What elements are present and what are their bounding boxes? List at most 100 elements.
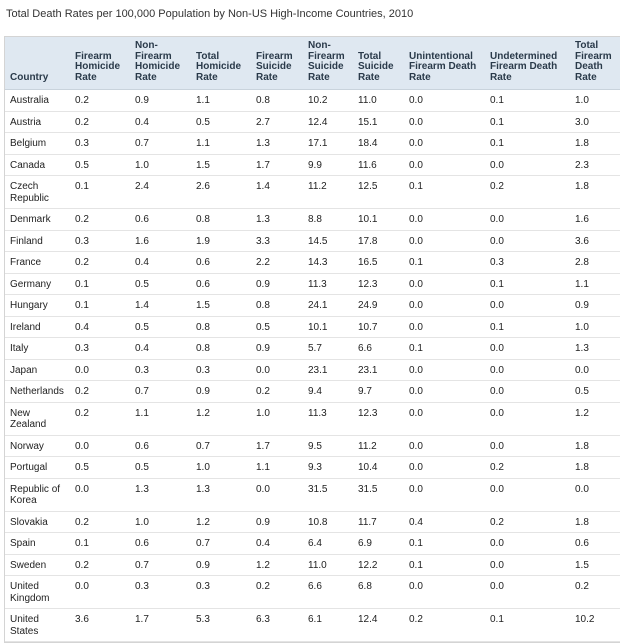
rate-cell: 0.0 [485, 380, 570, 403]
column-header: Country [5, 37, 70, 90]
rate-cell: 0.0 [404, 208, 485, 231]
header-row: Country Firearm Homicide Rate Non-Firearm … [5, 37, 620, 90]
rate-cell: 1.1 [191, 132, 251, 155]
rate-cell: 2.2 [251, 251, 303, 274]
rate-cell: 0.0 [70, 575, 130, 609]
rate-cell: 0.9 [130, 89, 191, 112]
rate-cell: 0.0 [485, 554, 570, 576]
rate-cell: 0.1 [70, 175, 130, 209]
rate-cell: 1.1 [191, 89, 251, 112]
rate-cell: 0.2 [485, 456, 570, 479]
rate-cell: 0.0 [404, 456, 485, 479]
rate-cell: 0.0 [485, 230, 570, 252]
rate-cell: 1.2 [570, 402, 620, 436]
rate-cell: 10.1 [303, 316, 353, 338]
rate-cell: 1.5 [191, 154, 251, 176]
rate-cell: 0.2 [70, 380, 130, 403]
rate-cell: 11.3 [303, 402, 353, 436]
table-row: Denmark 0.2 0.6 0.8 1.3 8.8 10.1 0.0 0.0 1.6 [5, 208, 620, 231]
table-row: Hungary 0.1 1.4 1.5 0.8 24.1 24.9 0.0 0.0 0.9 [5, 294, 620, 317]
rate-cell: 0.0 [404, 111, 485, 133]
country-cell: United Kingdom [5, 575, 70, 609]
rate-cell: 12.3 [353, 273, 404, 295]
rate-cell: 0.0 [485, 435, 570, 457]
country-cell: Netherlands [5, 380, 70, 403]
rate-cell: 9.7 [353, 380, 404, 403]
rate-cell: 0.3 [70, 132, 130, 155]
rate-cell: 0.2 [70, 208, 130, 231]
rate-cell: 0.8 [191, 337, 251, 360]
rate-cell: 0.0 [404, 359, 485, 381]
rate-cell: 1.2 [251, 554, 303, 576]
rate-cell: 0.3 [70, 230, 130, 252]
rate-cell: 1.1 [130, 402, 191, 436]
rate-cell: 0.1 [485, 132, 570, 155]
rate-cell: 14.5 [303, 230, 353, 252]
rate-cell: 0.8 [191, 208, 251, 231]
rate-cell: 3.6 [570, 230, 620, 252]
rate-cell: 24.1 [303, 294, 353, 317]
table-row: Sweden 0.2 0.7 0.9 1.2 11.0 12.2 0.1 0.0 1.5 [5, 554, 620, 576]
rate-cell: 0.2 [70, 511, 130, 533]
rate-cell: 1.8 [570, 175, 620, 209]
rate-cell: 0.0 [70, 435, 130, 457]
country-cell: France [5, 251, 70, 274]
rate-cell: 3.0 [570, 111, 620, 133]
rate-cell: 2.7 [251, 111, 303, 133]
rate-cell: 0.6 [191, 251, 251, 274]
rate-cell: 0.4 [70, 316, 130, 338]
rate-cell: 0.1 [485, 273, 570, 295]
rate-cell: 0.9 [251, 337, 303, 360]
country-cell: New Zealand [5, 402, 70, 436]
table-row: Spain 0.1 0.6 0.7 0.4 6.4 6.9 0.1 0.0 0.6 [5, 532, 620, 555]
rate-cell: 18.4 [353, 132, 404, 155]
rate-cell: 0.8 [251, 294, 303, 317]
rate-cell: 0.5 [70, 154, 130, 176]
rate-cell: 10.4 [353, 456, 404, 479]
rate-cell: 1.0 [570, 316, 620, 338]
rate-cell: 2.3 [570, 154, 620, 176]
table-row: Slovakia 0.2 1.0 1.2 0.9 10.8 11.7 0.4 0.2 1.8 [5, 511, 620, 533]
rate-cell: 8.8 [303, 208, 353, 231]
country-cell: Denmark [5, 208, 70, 231]
rate-cell: 1.2 [191, 511, 251, 533]
rate-cell: 14.3 [303, 251, 353, 274]
rate-cell: 0.2 [251, 380, 303, 403]
rate-cell: 0.0 [485, 154, 570, 176]
rate-cell: 0.0 [485, 359, 570, 381]
rate-cell: 0.1 [404, 554, 485, 576]
rate-cell: 0.3 [130, 359, 191, 381]
rate-cell: 0.0 [570, 478, 620, 512]
table-title: Total Death Rates per 100,000 Population… [6, 8, 414, 20]
rate-cell: 24.9 [353, 294, 404, 317]
country-cell: Republic of Korea [5, 478, 70, 512]
table-row: Australia 0.2 0.9 1.1 0.8 10.2 11.0 0.0 0.1 1.0 [5, 89, 620, 112]
rate-cell: 1.3 [251, 132, 303, 155]
rate-cell: 1.4 [130, 294, 191, 317]
table-row: Finland 0.3 1.6 1.9 3.3 14.5 17.8 0.0 0.0 3.6 [5, 230, 620, 252]
rate-cell: 10.7 [353, 316, 404, 338]
rate-cell: 0.0 [404, 132, 485, 155]
rate-cell: 5.3 [191, 608, 251, 642]
rate-cell: 1.3 [251, 208, 303, 231]
table-row: United Kingdom 0.0 0.3 0.3 0.2 6.6 6.8 0.0 0.0 0.… [5, 575, 620, 609]
table-row: Republic of Korea 0.0 1.3 1.3 0.0 31.5 31.5 0.0… [5, 478, 620, 512]
rate-cell: 0.2 [485, 511, 570, 533]
rate-cell: 0.1 [485, 316, 570, 338]
rate-cell: 10.1 [353, 208, 404, 231]
table-row: Norway 0.0 0.6 0.7 1.7 9.5 11.2 0.0 0.0 1.8 [5, 435, 620, 457]
rate-cell: 12.3 [353, 402, 404, 436]
rate-cell: 0.0 [70, 478, 130, 512]
country-cell: Germany [5, 273, 70, 295]
rate-cell: 0.6 [130, 208, 191, 231]
rate-cell: 0.7 [130, 132, 191, 155]
rate-cell: 12.4 [303, 111, 353, 133]
rate-cell: 0.1 [404, 532, 485, 555]
table-row: Austria 0.2 0.4 0.5 2.7 12.4 15.1 0.0 0.1 3.0 [5, 111, 620, 133]
country-cell: Australia [5, 89, 70, 112]
rate-cell: 0.0 [404, 230, 485, 252]
table-row: Japan 0.0 0.3 0.3 0.0 23.1 23.1 0.0 0.0 0.0 [5, 359, 620, 381]
rate-cell: 1.3 [130, 478, 191, 512]
rate-cell: 0.2 [70, 251, 130, 274]
rate-cell: 10.2 [303, 89, 353, 112]
